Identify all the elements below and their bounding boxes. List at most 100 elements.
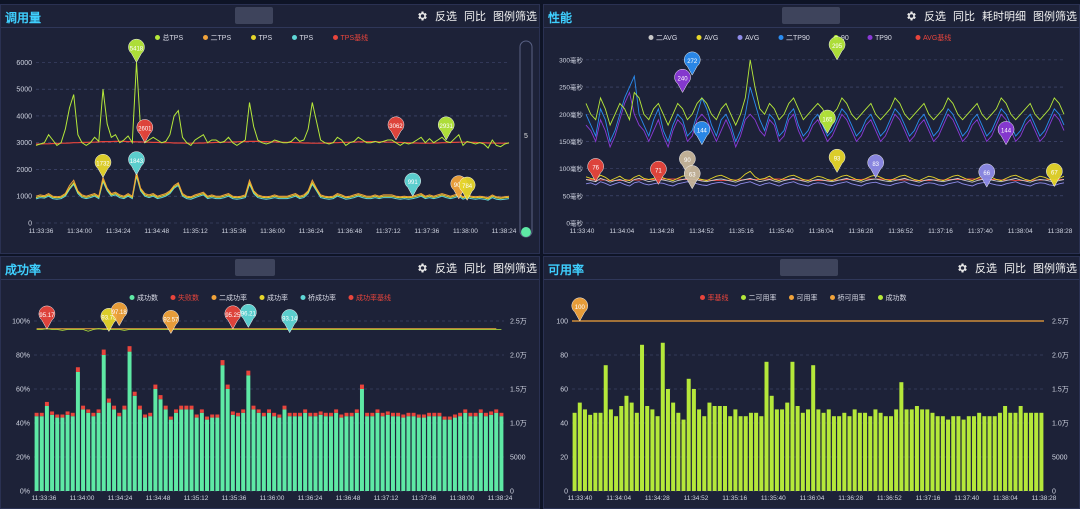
bar-success (909, 409, 914, 491)
series-line (35, 62, 510, 149)
bar-success (127, 351, 132, 491)
slider-handle (521, 227, 531, 237)
bar-success (614, 416, 619, 491)
bar-failure (220, 360, 225, 366)
legend-label: 二TPS (211, 35, 232, 42)
marker-shape (587, 158, 604, 183)
legend-item: 成功率基线 (348, 293, 391, 302)
bar-success (634, 412, 639, 491)
series-line (585, 91, 1065, 149)
y-left-tick-label: 80 (560, 353, 568, 360)
bar-failure (499, 412, 504, 417)
y-tick-label: 300毫秒 (559, 55, 583, 64)
gear-icon[interactable] (956, 262, 968, 274)
x-tick-label: 11:34:28 (649, 228, 674, 235)
y-right-tick-label: 1.5万 (1052, 386, 1069, 394)
marker-shape (674, 69, 691, 94)
gear-icon[interactable] (905, 10, 917, 22)
x-tick-label: 11:36:24 (298, 495, 323, 502)
x-tick-label: 11:34:24 (106, 228, 131, 235)
x-tick-label: 11:38:24 (488, 495, 513, 502)
legend-filter-button[interactable]: 图例筛选 (493, 11, 537, 23)
y-right-tick-label: 0 (510, 489, 514, 496)
bar-failure (416, 414, 421, 418)
legend-filter-button[interactable]: 图例筛选 (493, 263, 537, 275)
bar-success (241, 412, 246, 491)
bar-failure (39, 412, 44, 417)
bar-success (359, 389, 364, 491)
bar-failure (158, 395, 163, 400)
bar-failure (225, 384, 230, 389)
bar-success (210, 417, 215, 491)
legend-label: 二可用率 (749, 293, 777, 302)
marker-label: 97.18 (112, 310, 128, 316)
bar-success (660, 342, 665, 491)
bar-success (70, 416, 75, 491)
compare-button[interactable]: 同比 (464, 263, 486, 275)
bar-success (837, 416, 842, 491)
compare-button[interactable]: 同比 (1004, 263, 1026, 275)
latency-detail-button[interactable]: 耗时明细 (982, 11, 1026, 23)
legend-swatch (696, 35, 702, 40)
bar-success (390, 416, 395, 491)
invert-button[interactable]: 反选 (975, 263, 997, 275)
marker-shape (571, 297, 589, 322)
bar-success (888, 416, 893, 491)
x-tick-label: 11:37:16 (916, 495, 941, 502)
bar-failure (390, 412, 395, 417)
bar-failure (112, 405, 117, 410)
gear-icon[interactable] (416, 262, 428, 274)
legend-swatch (348, 295, 354, 300)
bar-success (328, 416, 333, 491)
panel-title: 性能 (548, 11, 573, 25)
bar-failure (489, 411, 494, 415)
bar-success (681, 419, 686, 491)
bar-success (873, 409, 878, 491)
marker-label: 93.75 (101, 316, 117, 322)
bar-success (318, 414, 323, 491)
bar-failure (163, 405, 168, 410)
invert-button[interactable]: 反选 (924, 11, 946, 23)
bar-success (925, 409, 930, 491)
legend-item: AVG (737, 35, 759, 42)
x-tick-label: 11:36:52 (888, 228, 913, 235)
bar-failure (334, 409, 339, 413)
bar-failure (385, 411, 390, 415)
compare-button[interactable]: 同比 (953, 11, 975, 23)
x-tick-label: 11:38:28 (1032, 495, 1057, 502)
bar-failure (349, 412, 354, 417)
marker-pin: 93 (828, 149, 846, 173)
x-tick-label: 11:38:04 (1008, 228, 1033, 235)
x-tick-label: 11:35:16 (722, 495, 747, 502)
x-tick-label: 11:34:52 (689, 228, 714, 235)
legend-filter-button[interactable]: 图例筛选 (1033, 263, 1077, 275)
x-tick-label: 11:34:28 (645, 495, 670, 502)
bar-success (629, 402, 634, 491)
marker-label: 295 (832, 44, 843, 50)
series-line (35, 176, 510, 201)
invert-button[interactable]: 反选 (435, 11, 457, 23)
bar-success (826, 409, 831, 491)
legend-filter-button[interactable]: 图例筛选 (1033, 11, 1077, 23)
y-left-tick-label: 60% (16, 387, 30, 394)
bar-success (582, 409, 587, 491)
invert-button[interactable]: 反选 (435, 263, 457, 275)
marker-shape (867, 154, 884, 179)
bar-success (468, 416, 473, 491)
y-left-tick-label: 60 (560, 387, 568, 394)
bar-success (215, 417, 220, 491)
bar-success (313, 416, 318, 491)
bar-success (806, 409, 810, 491)
compare-button[interactable]: 同比 (464, 11, 486, 23)
bar-failure (50, 411, 55, 415)
bar-success (489, 414, 494, 491)
bar-failure (411, 412, 416, 417)
x-tick-label: 11:36:52 (877, 495, 902, 502)
marker-label: 144 (1001, 129, 1012, 135)
bar-success (143, 417, 148, 491)
gear-icon[interactable] (416, 10, 428, 22)
bar-success (1018, 406, 1023, 491)
legend-item: 二成功率 (211, 293, 247, 302)
bar-success (640, 344, 645, 491)
bar-success (790, 361, 795, 491)
